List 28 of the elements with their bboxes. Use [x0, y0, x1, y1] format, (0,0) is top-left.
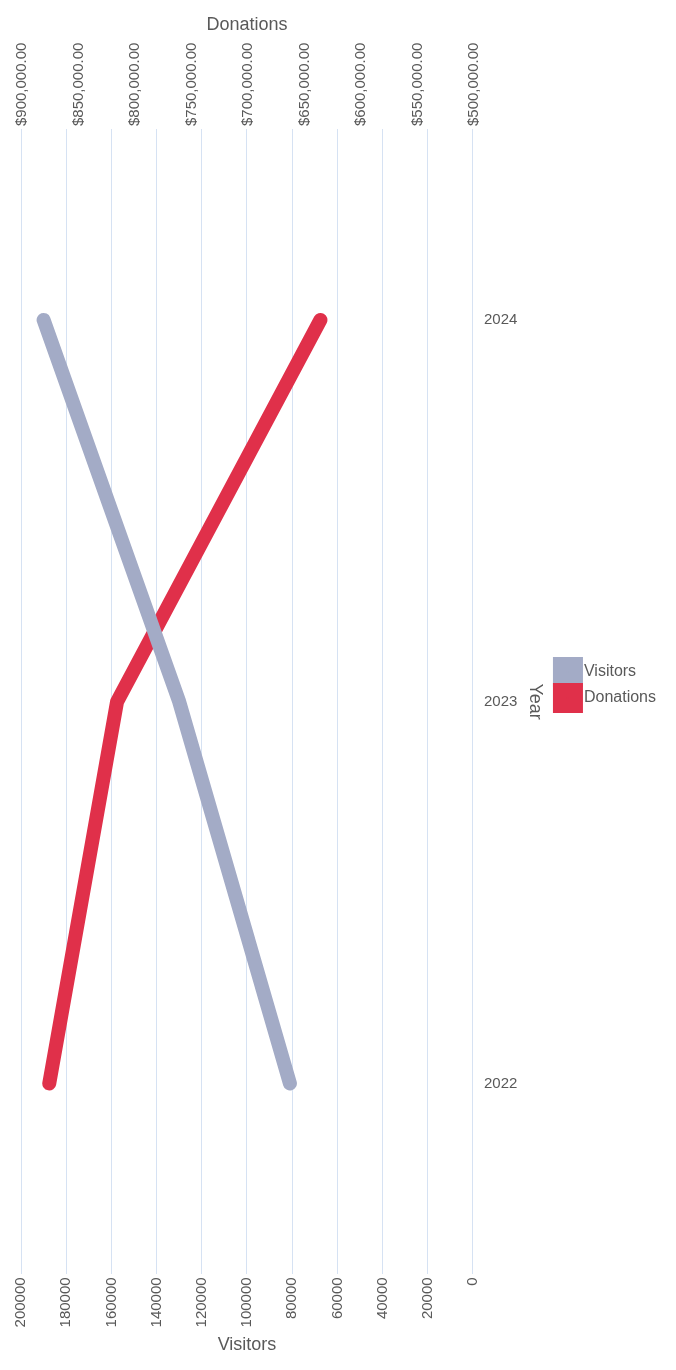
- x2-tick-label: $800,000.00: [125, 42, 143, 127]
- x2-tick-label: $750,000.00: [181, 42, 199, 127]
- x-tick-label: 140000: [146, 1277, 164, 1328]
- x2-tick-label: $600,000.00: [351, 42, 369, 127]
- x2-tick-label: $500,000.00: [464, 42, 482, 127]
- legend-label: Donations: [583, 688, 656, 706]
- x2-tick-label: $850,000.00: [68, 42, 86, 127]
- x-tick-label: 20000: [417, 1277, 435, 1320]
- x2-tick-label: $900,000.00: [12, 42, 30, 127]
- legend-label: Visitors: [583, 662, 637, 680]
- x-axis-title: Visitors: [217, 1334, 277, 1355]
- x-tick-label: 0: [463, 1277, 481, 1286]
- x-tick-label: 60000: [327, 1277, 345, 1320]
- x2-tick-label: $700,000.00: [238, 42, 256, 127]
- y-tick-label: 2023: [483, 691, 518, 709]
- y-tick-label: 2024: [483, 310, 518, 328]
- x2-tick-label: $650,000.00: [294, 42, 312, 127]
- x-tick-label: 40000: [372, 1277, 390, 1320]
- x2-axis-title: Donations: [206, 13, 288, 34]
- x-tick-label: 120000: [191, 1277, 209, 1328]
- x-tick-label: 100000: [237, 1277, 255, 1328]
- x-tick-label: 80000: [282, 1277, 300, 1320]
- y-axis-title: Year: [526, 683, 547, 720]
- x-tick-label: 180000: [56, 1277, 74, 1328]
- x-tick-label: 200000: [11, 1277, 29, 1328]
- x-tick-label: 160000: [101, 1277, 119, 1328]
- y-tick-label: 2022: [483, 1073, 518, 1091]
- x2-tick-label: $550,000.00: [407, 42, 425, 127]
